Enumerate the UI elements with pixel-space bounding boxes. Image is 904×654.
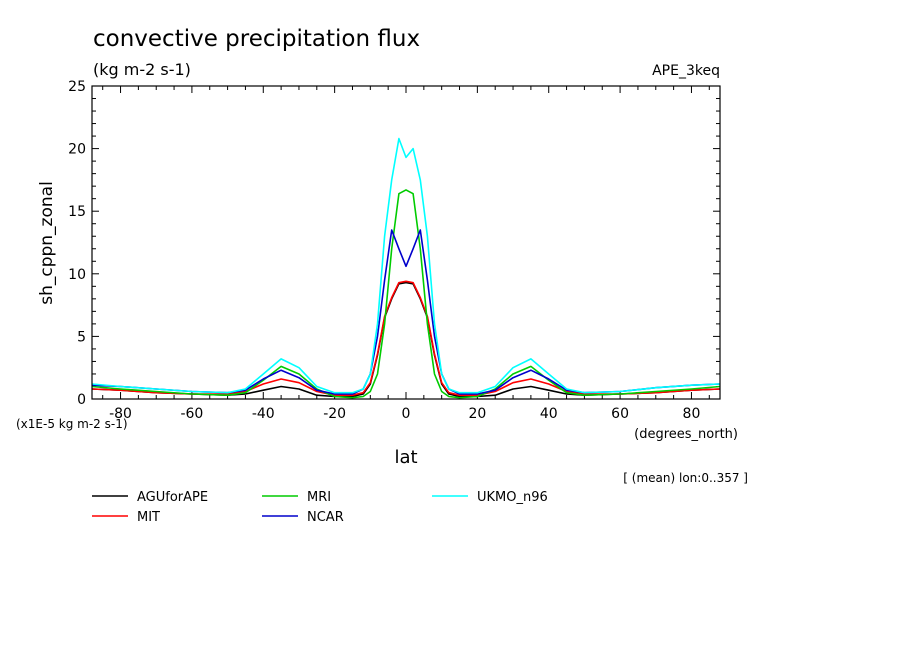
plot-frame (91, 85, 721, 400)
x-tick-label: 60 (611, 406, 629, 422)
x-tick-label: -40 (252, 406, 275, 422)
legend-label: AGUforAPE (137, 490, 208, 505)
series-line-ukmo_n96 (91, 137, 721, 394)
y-tick-label: 25 (68, 79, 86, 95)
series-line-ncar (91, 229, 721, 395)
chart-title: convective precipitation flux (93, 26, 420, 52)
y-tick-label: 10 (68, 267, 86, 283)
x-tick-label: 40 (540, 406, 558, 422)
y-axis-label: sh_cppn_zonal (37, 181, 57, 305)
legend-label: NCAR (307, 510, 344, 525)
x-axis-label: lat (394, 447, 417, 468)
legend-label: MIT (137, 510, 160, 525)
series-layer (91, 137, 721, 399)
series-line-mit (91, 280, 721, 397)
y-tick-label: 0 (77, 392, 86, 408)
x-tick-label: -80 (109, 406, 132, 422)
x-tick-label: 0 (402, 406, 411, 422)
x-tick-label: -20 (323, 406, 346, 422)
x-axis-units: (degrees_north) (634, 427, 738, 442)
series-line-mri (91, 189, 721, 399)
y-tick-label: 15 (68, 204, 86, 220)
x-tick-label: -60 (180, 406, 203, 422)
experiment-label: APE_3keq (652, 63, 720, 79)
axis-ticks: -80 -60 -40 -20 0 20 40 60 80 0 5 10 15 20 25 (68, 79, 720, 422)
legend-label: UKMO_n96 (477, 490, 548, 505)
y-tick-label: 5 (77, 329, 86, 345)
y-tick-label: 20 (68, 142, 86, 158)
legend: AGUforAPE MIT MRI NCAR UKMO_n96 (92, 490, 548, 525)
y-scale-note: (x1E-5 kg m-2 s-1) (16, 417, 128, 431)
chart-units: (kg m-2 s-1) (93, 60, 191, 79)
footnote: [ (mean) lon:0..357 ] (623, 471, 748, 485)
x-tick-label: 80 (683, 406, 701, 422)
legend-label: MRI (307, 490, 331, 505)
series-line-aguforape (91, 281, 721, 398)
x-tick-label: 20 (468, 406, 486, 422)
